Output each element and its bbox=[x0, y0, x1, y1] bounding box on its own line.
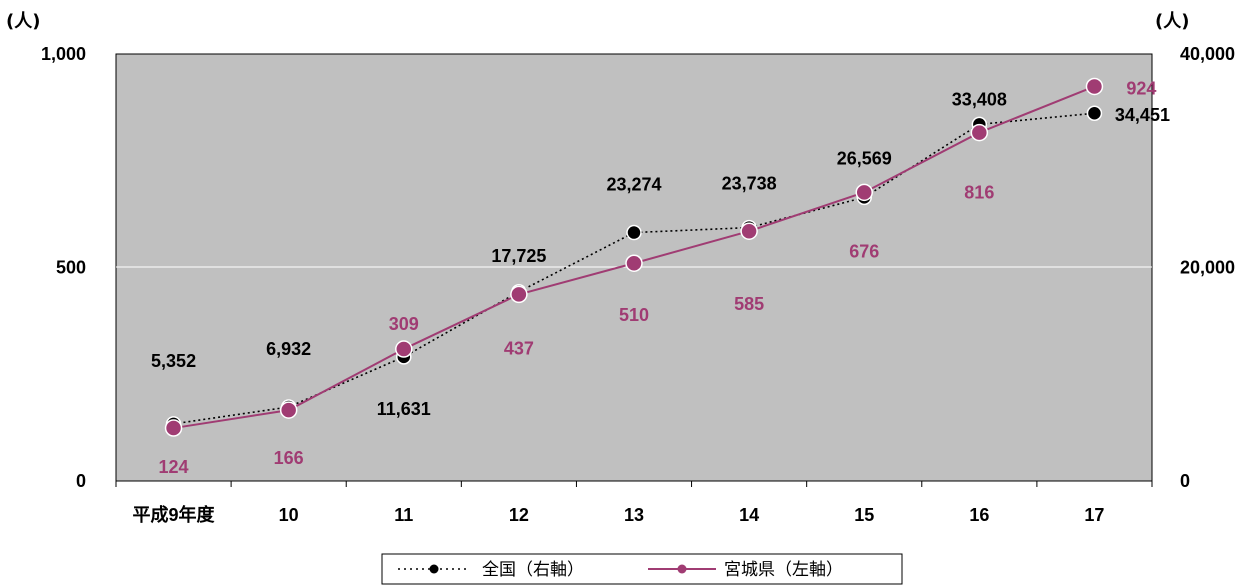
pref-data-label: 124 bbox=[159, 457, 189, 477]
national-data-label: 33,408 bbox=[952, 89, 1007, 109]
x-tick-label: 12 bbox=[509, 505, 529, 525]
x-tick-label: 10 bbox=[279, 505, 299, 525]
pref-data-label: 585 bbox=[734, 294, 764, 314]
pref-data-label: 510 bbox=[619, 305, 649, 325]
national-data-label: 5,352 bbox=[151, 351, 196, 371]
national-data-label: 34,451 bbox=[1115, 105, 1170, 125]
pref-data-label: 816 bbox=[964, 183, 994, 203]
left-tick-label: 0 bbox=[76, 471, 86, 491]
pref-point bbox=[510, 285, 528, 304]
x-tick-label: 14 bbox=[739, 505, 759, 525]
legend-pref-marker bbox=[677, 564, 687, 574]
legend-national-marker bbox=[429, 564, 439, 574]
national-data-label: 26,569 bbox=[837, 148, 892, 168]
right-axis-unit: (人) bbox=[1155, 11, 1189, 32]
legend-national-label: 全国（右軸） bbox=[482, 560, 584, 580]
x-tick-label: 15 bbox=[854, 505, 874, 525]
pref-point bbox=[855, 183, 873, 202]
national-data-label: 23,738 bbox=[722, 174, 777, 194]
left-tick-label: 1,000 bbox=[41, 44, 86, 64]
pref-point bbox=[395, 340, 413, 358]
right-tick-label: 40,000 bbox=[1180, 44, 1235, 64]
x-tick-label: 16 bbox=[969, 505, 989, 525]
pref-data-label: 309 bbox=[389, 314, 419, 334]
legend-box bbox=[381, 553, 903, 585]
right-tick-label: 20,000 bbox=[1180, 258, 1235, 278]
pref-data-label: 676 bbox=[849, 241, 879, 261]
pref-point bbox=[625, 254, 643, 272]
pref-point bbox=[164, 419, 183, 437]
pref-point bbox=[279, 401, 298, 419]
x-tick-label: 17 bbox=[1084, 505, 1104, 525]
pref-data-label: 924 bbox=[1126, 78, 1156, 98]
national-data-label: 11,631 bbox=[377, 399, 431, 419]
x-tick-label: 平成9年度 bbox=[133, 504, 216, 525]
pref-data-label: 166 bbox=[274, 448, 304, 468]
national-point bbox=[626, 224, 642, 241]
national-data-label: 6,932 bbox=[266, 339, 311, 359]
left-axis-unit: (人) bbox=[6, 11, 40, 32]
national-data-label: 17,725 bbox=[491, 246, 546, 266]
right-tick-label: 0 bbox=[1180, 471, 1190, 491]
national-point bbox=[1086, 105, 1103, 121]
left-tick-label: 500 bbox=[56, 258, 86, 278]
pref-point bbox=[740, 222, 758, 240]
national-data-label: 23,274 bbox=[606, 175, 661, 195]
pref-data-label: 437 bbox=[504, 338, 534, 358]
x-tick-label: 11 bbox=[394, 505, 413, 525]
legend: 全国（右軸） 宮城県（左軸） bbox=[381, 553, 903, 585]
pref-point bbox=[970, 123, 989, 142]
legend-pref-label: 宮城県（左軸） bbox=[724, 560, 843, 580]
x-tick-label: 13 bbox=[624, 505, 644, 525]
pref-point bbox=[1085, 77, 1104, 96]
